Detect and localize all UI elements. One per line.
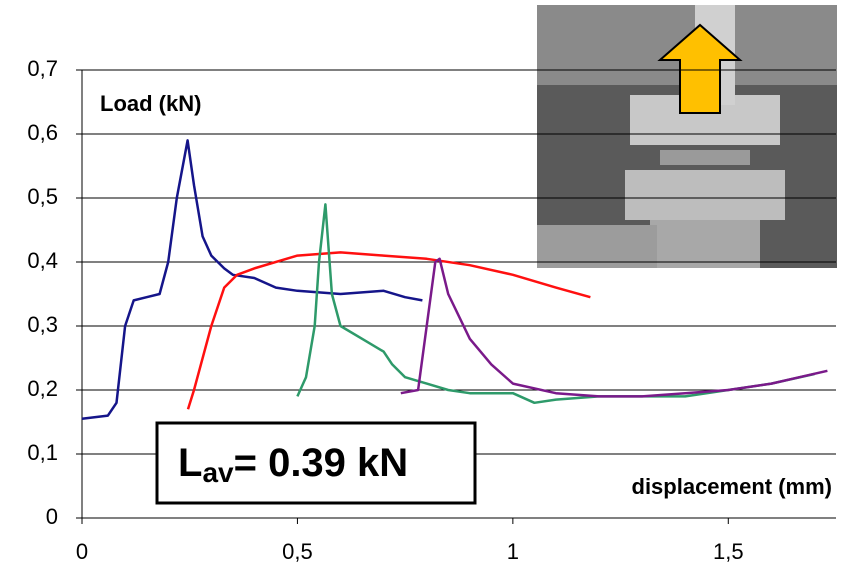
y-axis-label: Load (kN) <box>100 91 201 116</box>
y-tick-label: 0,6 <box>27 120 58 145</box>
y-tick-label: 0,5 <box>27 184 58 209</box>
x-axis-label: displacement (mm) <box>632 474 833 499</box>
y-tick-label: 0 <box>46 504 58 529</box>
x-tick-label: 1,5 <box>713 539 744 564</box>
annotation-rest: = 0.39 kN <box>234 441 409 485</box>
y-tick-label: 0,7 <box>27 56 58 81</box>
annotation-main: L <box>178 441 202 485</box>
series-line <box>400 257 828 398</box>
y-tick-label: 0,2 <box>27 376 58 401</box>
annotation-sub: av <box>202 457 234 488</box>
y-tick-label: 0,4 <box>27 248 58 273</box>
y-tick-label: 0,3 <box>27 312 58 337</box>
y-tick-label: 0,1 <box>27 440 58 465</box>
x-tick-label: 1 <box>507 539 519 564</box>
annotation-box <box>155 421 477 505</box>
annotation: Lav= 0.39 kN <box>178 441 408 489</box>
inset-photo <box>537 5 837 268</box>
x-tick-label: 0 <box>76 539 88 564</box>
series-line <box>81 139 423 421</box>
x-tick-label: 0,5 <box>282 539 313 564</box>
